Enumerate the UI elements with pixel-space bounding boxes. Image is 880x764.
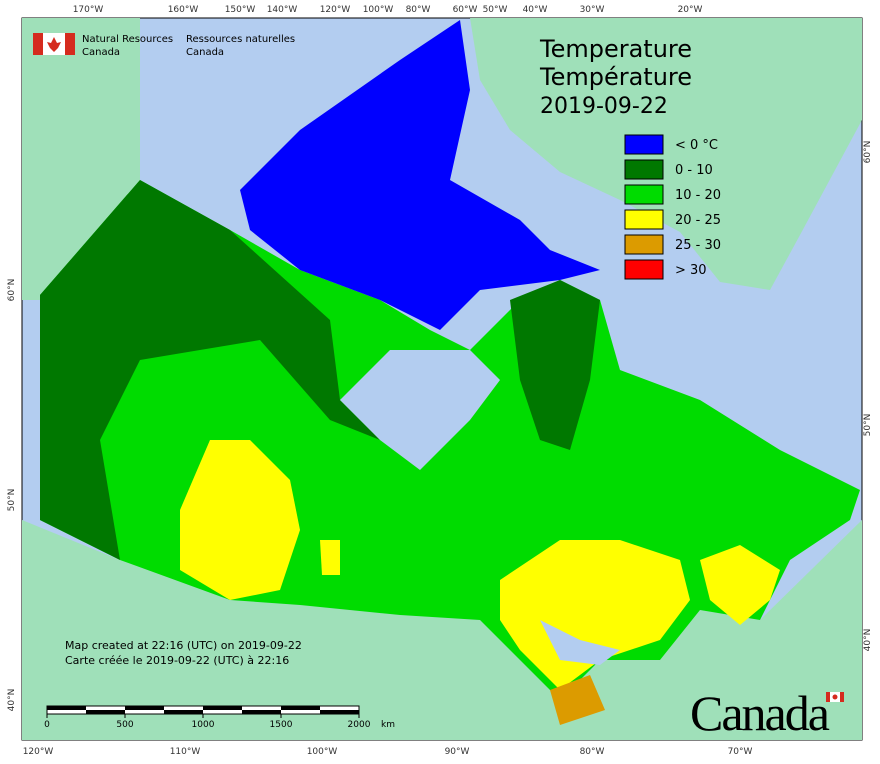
zone-25-30 bbox=[550, 675, 605, 725]
latitude-label: 50°N bbox=[863, 414, 873, 437]
scale-label: 1000 bbox=[192, 720, 215, 730]
longitude-label: 70°W bbox=[728, 747, 753, 757]
longitude-label: 120°W bbox=[320, 5, 351, 15]
latitude-label: 60°N bbox=[863, 141, 873, 164]
legend-swatch bbox=[624, 159, 664, 180]
hudson-bay bbox=[340, 350, 500, 470]
scale-label: 0 bbox=[44, 720, 50, 730]
scale-segment bbox=[86, 710, 125, 714]
legend-swatch bbox=[624, 259, 664, 280]
legend-swatch bbox=[624, 184, 664, 205]
legend-swatch bbox=[624, 234, 664, 255]
united-states bbox=[22, 520, 862, 740]
scale-segment bbox=[242, 710, 281, 714]
scale-segment bbox=[47, 706, 86, 710]
zone-20-25 bbox=[500, 540, 690, 690]
note: Carte créée le 2019-09-22 (UTC) à 22:16 bbox=[65, 654, 289, 667]
legend-swatch bbox=[624, 209, 664, 230]
wordmark-flag bbox=[826, 692, 844, 702]
longitude-label: 100°W bbox=[363, 5, 394, 15]
title-date: 2019-09-22 bbox=[540, 94, 668, 119]
longitude-label: 80°W bbox=[580, 747, 605, 757]
great-lakes bbox=[540, 620, 620, 665]
title-fr: Température bbox=[539, 63, 692, 91]
greenland bbox=[470, 18, 862, 290]
longitude-label: 150°W bbox=[225, 5, 256, 15]
longitude-label: 160°W bbox=[168, 5, 199, 15]
legend-label: 20 - 25 bbox=[675, 213, 721, 228]
graticule-labels: 170°W 160°W 150°W 140°W 120°W 100°W 80°W 60°W 50… bbox=[7, 5, 873, 757]
longitude-label: 140°W bbox=[267, 5, 298, 15]
latitude-label: 60°N bbox=[7, 279, 17, 302]
longitude-label: 40°W bbox=[523, 5, 548, 15]
scale-segment bbox=[203, 706, 242, 710]
agency-fr: Ressources naturelles bbox=[186, 34, 295, 45]
zone-0-10 bbox=[510, 280, 600, 450]
scale-segment bbox=[320, 710, 359, 714]
land bbox=[22, 18, 862, 740]
legend-label: 25 - 30 bbox=[675, 238, 721, 253]
scale-label: 1500 bbox=[270, 720, 293, 730]
latitude-label: 40°N bbox=[863, 629, 873, 652]
longitude-label: 50°W bbox=[483, 5, 508, 15]
latitude-label: 50°N bbox=[7, 489, 17, 512]
longitude-label: 90°W bbox=[445, 747, 470, 757]
longitude-label: 20°W bbox=[678, 5, 703, 15]
longitude-label: 30°W bbox=[580, 5, 605, 15]
longitude-label: 120°W bbox=[23, 747, 54, 757]
zone-below-0 bbox=[240, 20, 600, 330]
legend-label: 10 - 20 bbox=[675, 188, 721, 203]
zone-0-10 bbox=[40, 180, 380, 560]
agency-en: Natural Resources bbox=[82, 34, 173, 45]
note: Map created at 22:16 (UTC) on 2019-09-22 bbox=[65, 639, 302, 652]
legend-label: > 30 bbox=[675, 263, 707, 278]
legend-swatch bbox=[624, 134, 664, 155]
scale-segment bbox=[281, 706, 320, 710]
longitude-label: 80°W bbox=[406, 5, 431, 15]
zone-20-25 bbox=[320, 540, 340, 575]
scale-bar: 0 500 1000 1500 2000 km bbox=[44, 705, 395, 730]
latitude-label: 40°N bbox=[7, 689, 17, 712]
longitude-label: 110°W bbox=[170, 747, 201, 757]
agency-fr: Canada bbox=[186, 47, 224, 58]
zone-20-25 bbox=[700, 545, 780, 625]
longitude-label: 60°W bbox=[453, 5, 478, 15]
longitude-label: 170°W bbox=[73, 5, 104, 15]
longitude-label: 100°W bbox=[307, 747, 338, 757]
legend-label: 0 - 10 bbox=[675, 163, 713, 178]
agency-en: Canada bbox=[82, 47, 120, 58]
alaska bbox=[22, 18, 140, 300]
scale-segment bbox=[125, 706, 164, 710]
legend: < 0 °C 0 - 10 10 - 20 20 - 25 25 - 30 > 30 bbox=[624, 134, 721, 280]
zone-20-25 bbox=[180, 440, 300, 600]
title-en: Temperature bbox=[539, 35, 692, 63]
legend-label: < 0 °C bbox=[675, 138, 718, 153]
nrcan-flag bbox=[33, 33, 75, 55]
scale-label: 2000 bbox=[348, 720, 371, 730]
wordmark: Canada bbox=[690, 685, 830, 741]
scale-label: 500 bbox=[116, 720, 133, 730]
scale-unit: km bbox=[381, 720, 395, 730]
scale-segment bbox=[164, 710, 203, 714]
